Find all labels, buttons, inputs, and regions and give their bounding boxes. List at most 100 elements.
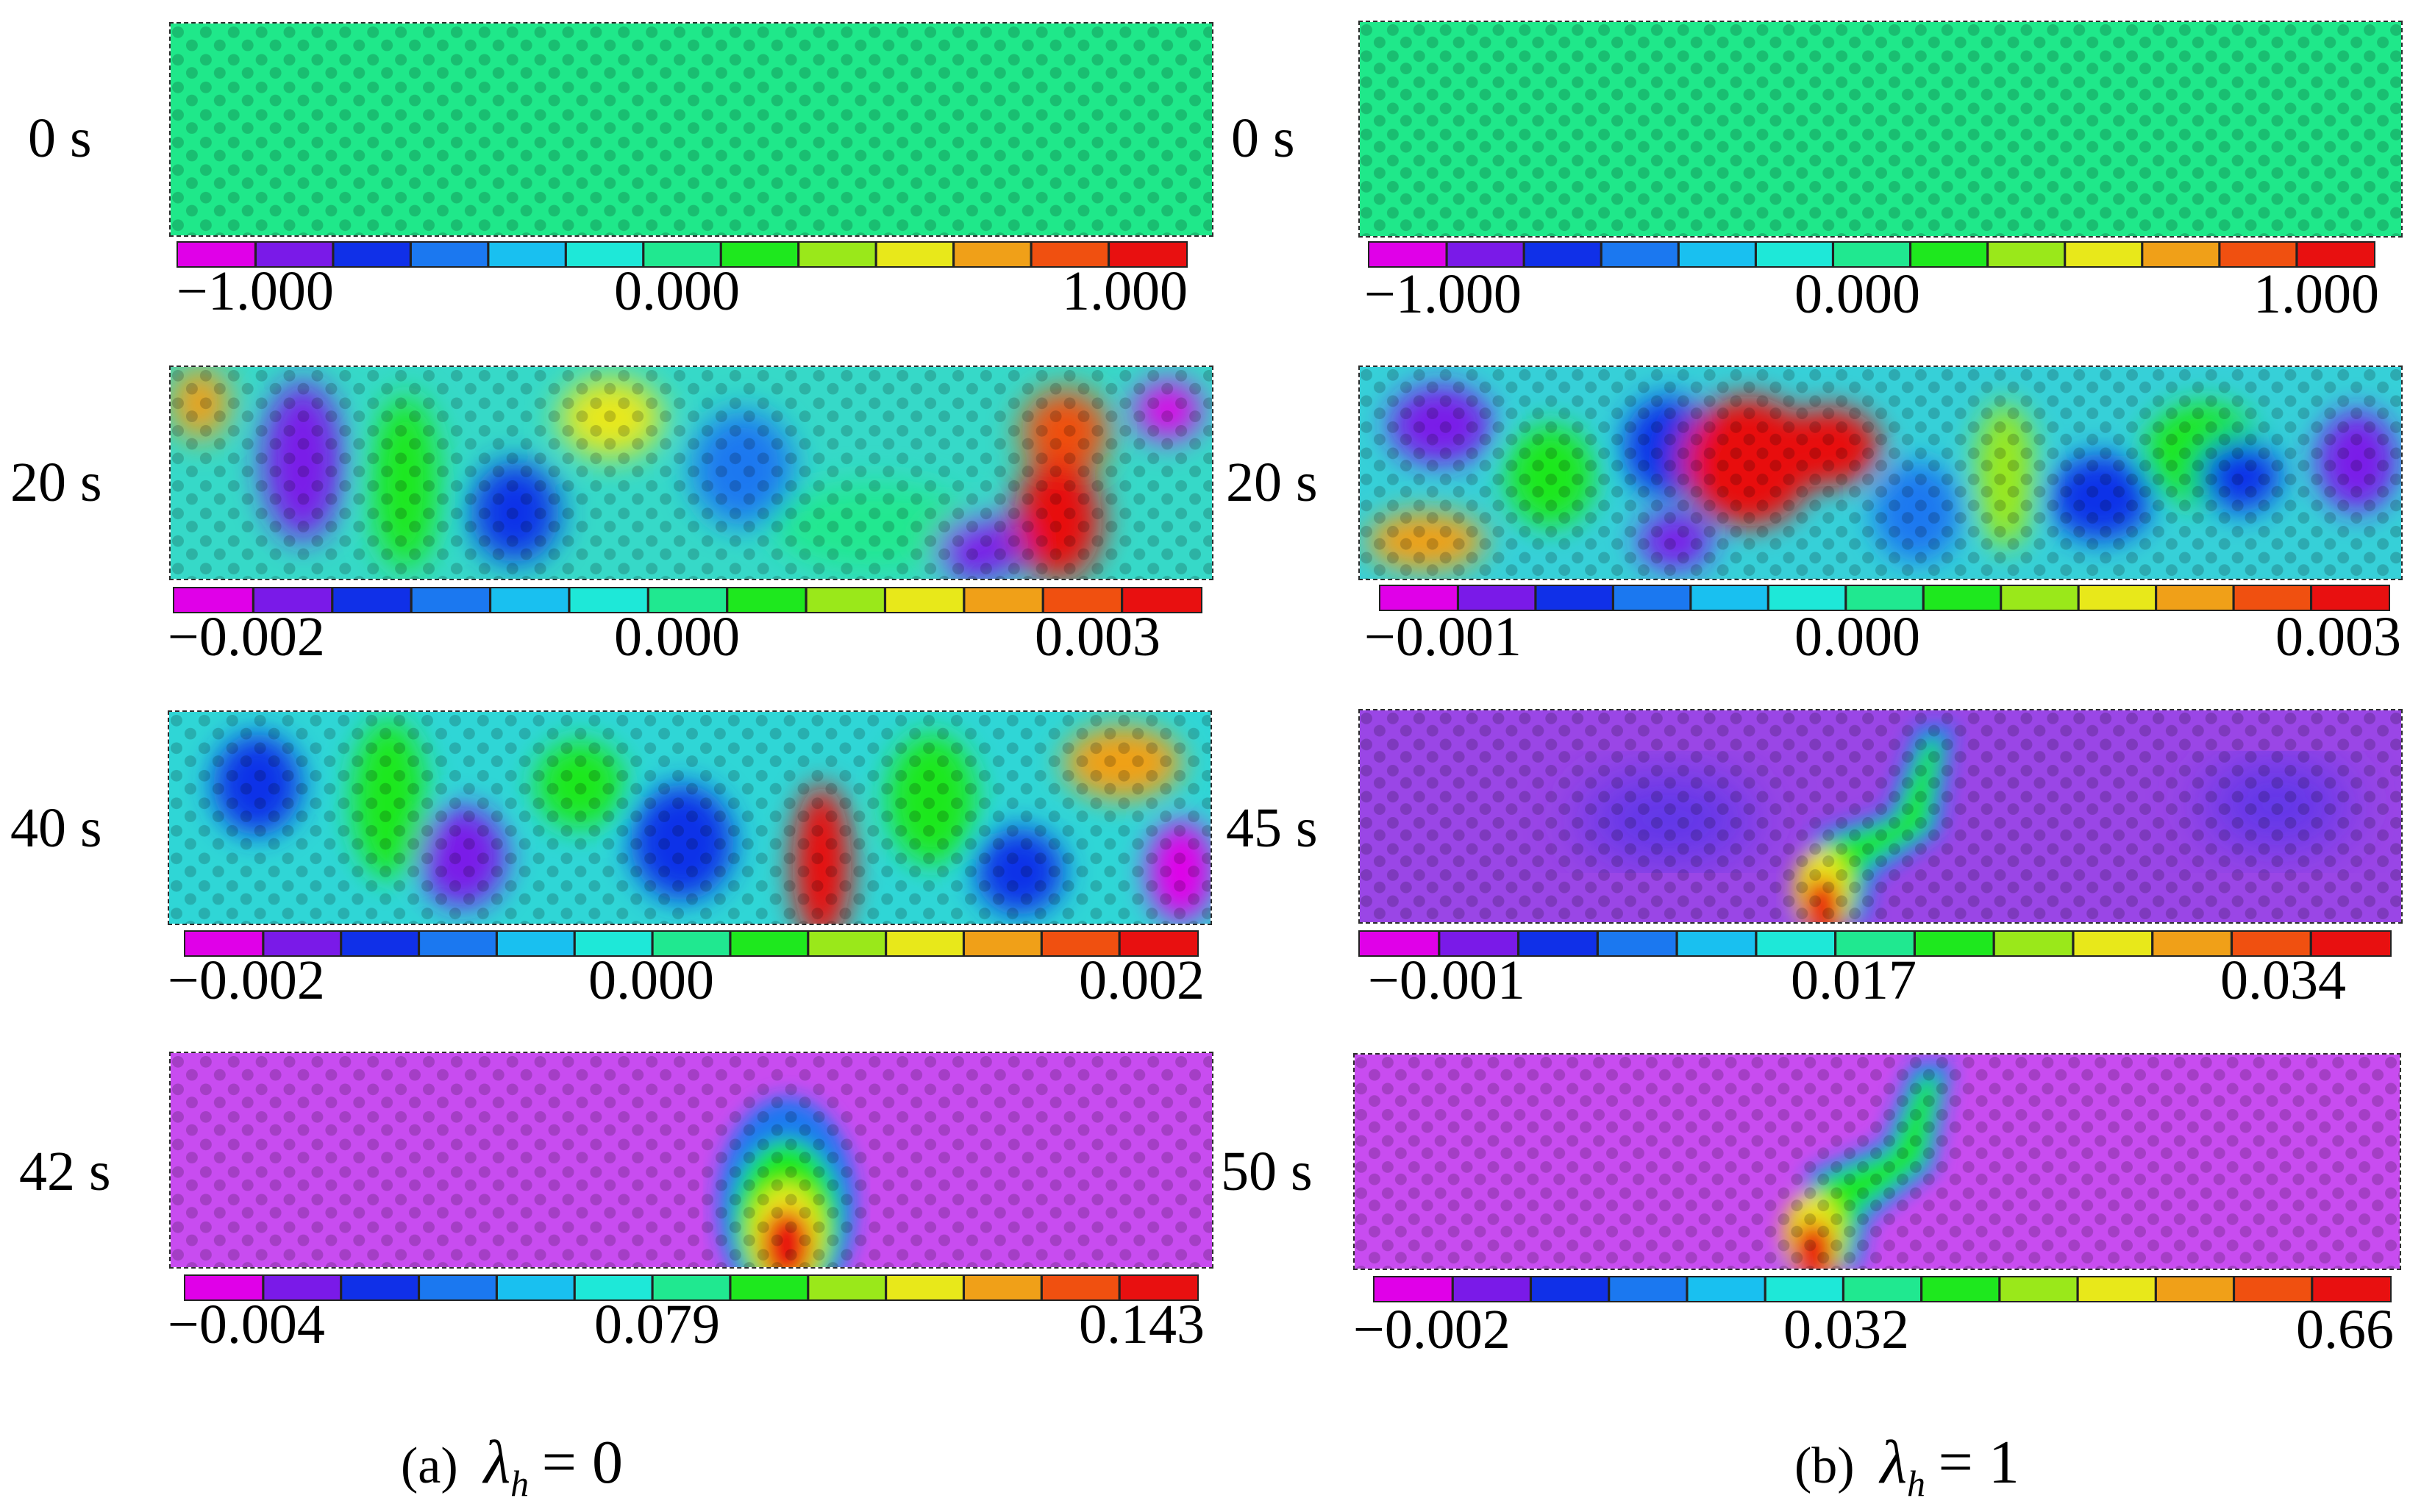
colorbar-swatch: [2078, 1277, 2158, 1301]
colorbar-max: 0.143: [1079, 1294, 1205, 1355]
colorbar-swatch: [1843, 1277, 1923, 1301]
colorbar-swatch: [1375, 1277, 1455, 1301]
colorbar-mid: 0.079: [594, 1294, 720, 1355]
colorbar-swatch: [178, 243, 257, 266]
time-label: 20 s: [1226, 452, 1318, 513]
colorbar-swatch: [2219, 243, 2299, 266]
colorbar-swatch: [332, 588, 413, 612]
colorbar-swatch: [2296, 243, 2374, 266]
caption-subscript: h: [510, 1463, 530, 1504]
colorbar-swatch: [727, 588, 808, 612]
colorbar-swatch: [332, 243, 413, 266]
colorbar-min: −0.002: [168, 606, 325, 668]
colorbar-swatch: [648, 588, 729, 612]
colorbar-swatch: [1524, 243, 1603, 266]
caption-subscript: h: [1907, 1463, 1926, 1504]
colorbar-swatch: [1768, 586, 1847, 610]
colorbar-mid: 0.017: [1791, 949, 1917, 1011]
colorbar-swatch: [1458, 586, 1538, 610]
colorbar-swatch: [2142, 243, 2221, 266]
colorbar-swatch: [885, 588, 966, 612]
colorbar: [177, 241, 1188, 268]
colorbar-swatch: [1755, 243, 1835, 266]
colorbar-mid: 0.000: [1794, 263, 1920, 325]
colorbar-mid: 0.000: [614, 606, 740, 668]
colorbar-swatch: [1597, 932, 1679, 955]
colorbar-swatch: [341, 1276, 421, 1299]
colorbar-swatch: [730, 932, 810, 955]
colorbar-swatch: [2072, 932, 2154, 955]
strain-field-image: [1358, 21, 2403, 238]
time-label: 0 s: [1231, 107, 1295, 169]
colorbar-swatch: [574, 1276, 655, 1299]
colorbar-swatch: [568, 588, 650, 612]
colorbar-swatch: [1677, 932, 1758, 955]
colorbar-swatch: [2078, 586, 2158, 610]
time-label: 50 s: [1221, 1141, 1313, 1202]
colorbar-swatch: [2152, 932, 2233, 955]
colorbar-mid: 0.000: [614, 260, 740, 322]
caption-symbol: λ: [483, 1428, 511, 1497]
colorbar-swatch: [1608, 1277, 1689, 1301]
colorbar-swatch: [1910, 243, 1989, 266]
colorbar-max: 1.000: [1062, 260, 1188, 322]
colorbar-swatch: [2233, 1277, 2314, 1301]
colorbar-swatch: [418, 1276, 499, 1299]
colorbar-swatch: [1119, 932, 1197, 955]
colorbar: [1358, 930, 2392, 957]
colorbar-swatch: [963, 588, 1045, 612]
colorbar-swatch: [411, 588, 492, 612]
caption-label: (a): [401, 1438, 458, 1494]
colorbar-swatch: [185, 932, 265, 955]
colorbar-swatch: [1535, 586, 1615, 610]
colorbar-swatch: [730, 1276, 810, 1299]
colorbar-swatch: [643, 243, 723, 266]
strain-field-image: [169, 22, 1213, 237]
colorbar-swatch: [798, 243, 878, 266]
colorbar-swatch: [1119, 1276, 1197, 1299]
colorbar-swatch: [876, 243, 955, 266]
colorbar-swatch: [1122, 588, 1201, 612]
caption-label: (b): [1794, 1438, 1855, 1494]
panel-caption: (b) λh = 1: [1794, 1427, 2019, 1505]
colorbar-swatch: [1678, 243, 1758, 266]
colorbar-swatch: [806, 588, 887, 612]
time-label: 0 s: [28, 107, 92, 169]
time-label: 42 s: [19, 1141, 111, 1202]
colorbar-swatch: [410, 243, 490, 266]
strain-field-image: [169, 1052, 1213, 1269]
colorbar-swatch: [2311, 932, 2390, 955]
colorbar-swatch: [1845, 586, 1925, 610]
colorbar-swatch: [1108, 243, 1186, 266]
colorbar-max: 0.66: [2296, 1299, 2394, 1361]
colorbar-min: −0.004: [168, 1294, 325, 1355]
strain-field-image: [1358, 709, 2403, 924]
time-label: 45 s: [1226, 797, 1318, 859]
colorbar-swatch: [418, 932, 499, 955]
colorbar-swatch: [1765, 1277, 1845, 1301]
time-label: 40 s: [10, 797, 102, 859]
colorbar: [1373, 1276, 2392, 1302]
colorbar: [1368, 241, 2375, 268]
colorbar-swatch: [2064, 243, 2144, 266]
colorbar: [1379, 585, 2390, 611]
colorbar-min: −0.001: [1368, 949, 1525, 1011]
colorbar-min: −1.000: [177, 260, 334, 322]
colorbar-max: 0.003: [1035, 606, 1161, 668]
colorbar-swatch: [1041, 1276, 1122, 1299]
colorbar-swatch: [953, 243, 1033, 266]
colorbar-min: −1.000: [1364, 263, 1522, 325]
colorbar-min: −0.002: [1353, 1299, 1511, 1361]
colorbar: [184, 1274, 1199, 1301]
colorbar-swatch: [341, 932, 421, 955]
colorbar-swatch: [1447, 243, 1526, 266]
colorbar-min: −0.001: [1364, 606, 1522, 668]
colorbar-swatch: [1518, 932, 1600, 955]
colorbar-swatch: [1360, 932, 1441, 955]
colorbar-swatch: [2311, 1277, 2390, 1301]
colorbar-swatch: [885, 1276, 966, 1299]
strain-field-image: [168, 710, 1212, 925]
colorbar-swatch: [496, 932, 577, 955]
colorbar-swatch: [2233, 586, 2313, 610]
caption-equation: = 0: [541, 1428, 623, 1497]
